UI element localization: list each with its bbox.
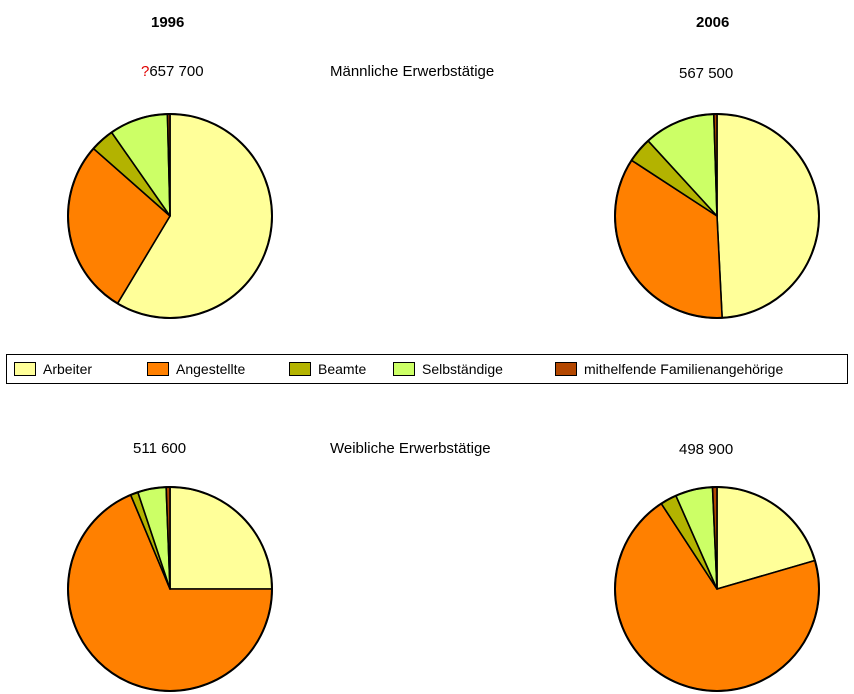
legend-swatch — [555, 362, 577, 376]
legend-swatch — [289, 362, 311, 376]
male-chart-title: Männliche Erwerbstätige — [330, 63, 495, 80]
pie-chart-female-1996 — [67, 486, 273, 692]
pie-chart-female-2006 — [614, 486, 820, 692]
legend-label: Selbständige — [422, 361, 503, 377]
female-chart-title: Weibliche Erwerbstätige — [330, 440, 491, 457]
male-1996-total: ?657 700 — [141, 63, 204, 81]
legend-label: Arbeiter — [43, 361, 93, 377]
female-2006-total: 498 900 — [679, 441, 734, 458]
legend: Arbeiter Angestellte Beamte Selbständige… — [6, 354, 848, 384]
year-header-1996: 1996 — [151, 14, 185, 31]
pie-slice-arbeiter — [716, 113, 820, 319]
female-1996-total: 511 600 — [133, 440, 187, 457]
legend-swatch — [147, 362, 169, 376]
legend-label: mithelfende Familienangehörige — [584, 361, 784, 377]
year-header-2006: 2006 — [696, 14, 730, 31]
legend-label: Beamte — [318, 361, 367, 377]
legend-swatch — [14, 362, 36, 376]
pie-chart-male-2006 — [614, 113, 820, 319]
pie-slice-arbeiter — [169, 486, 273, 590]
pie-outline — [67, 113, 273, 319]
pie-outline — [614, 113, 820, 319]
pie-chart-male-1996 — [67, 113, 273, 319]
legend-label: Angestellte — [176, 361, 246, 377]
male-1996-total-value: 657 700 — [149, 63, 204, 80]
uncertain-value-mark: ? — [141, 63, 150, 80]
legend-swatch — [393, 362, 415, 376]
male-2006-total: 567 500 — [679, 65, 734, 82]
